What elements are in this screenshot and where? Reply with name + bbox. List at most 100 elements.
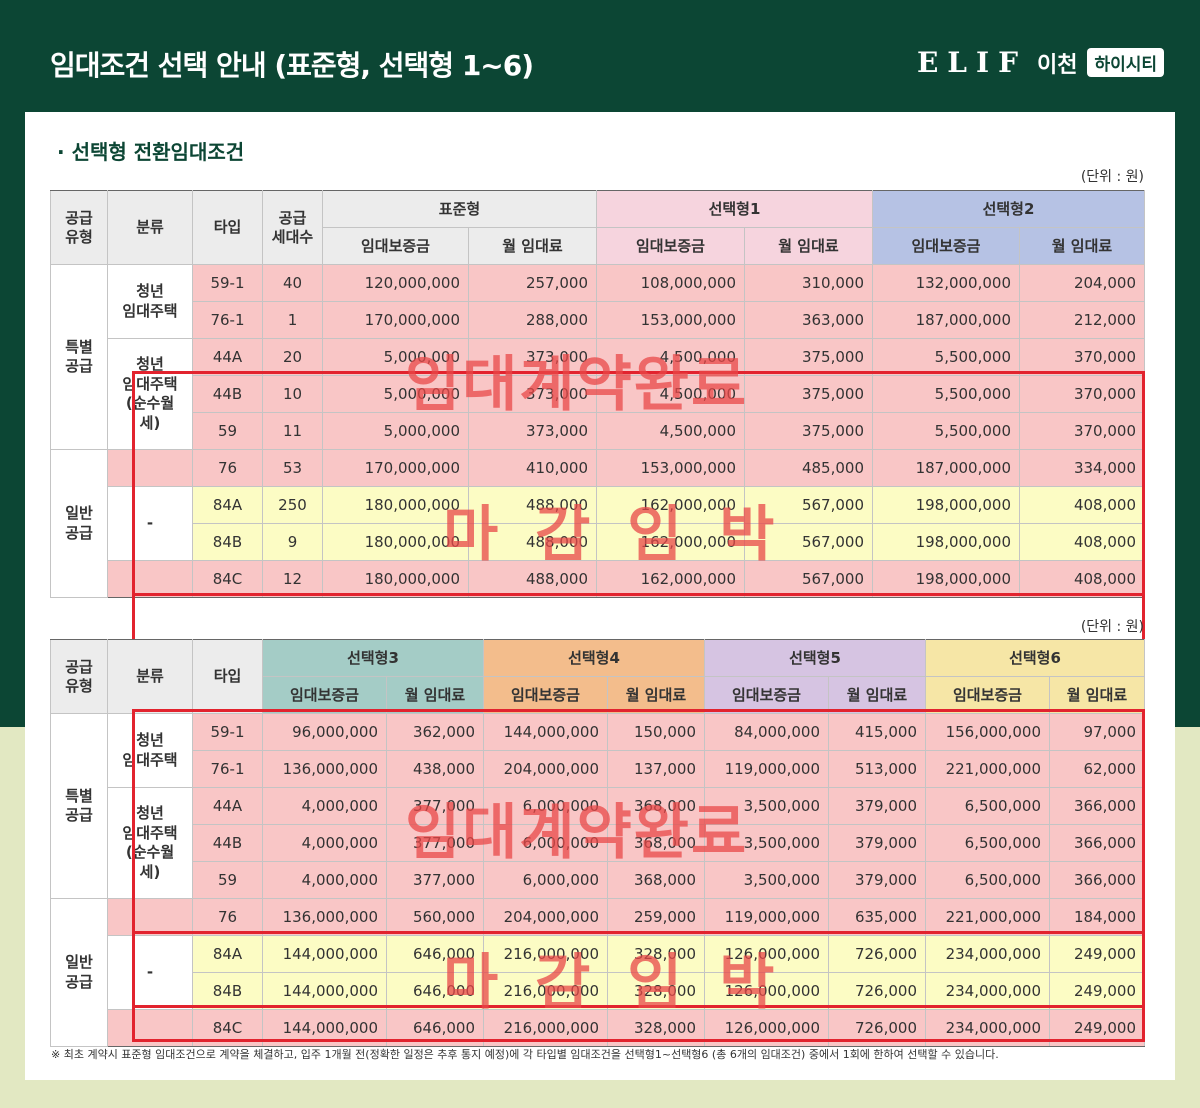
value-cell: 370,000 xyxy=(1019,375,1145,413)
households-cell: 10 xyxy=(262,375,323,413)
value-cell: 375,000 xyxy=(744,412,873,450)
value-cell: 375,000 xyxy=(744,375,873,413)
header-deposit: 임대보증금 xyxy=(704,676,829,714)
rent-table-2: 공급 유형 분류 타입 선택형3 선택형4 선택형5 선택형6 임대보증금 월 … xyxy=(50,639,1145,1047)
value-cell: 184,000 xyxy=(1049,898,1145,936)
type-cell: 84C xyxy=(192,560,263,598)
rent-table-1: 공급 유형 분류 타입 공급 세대수 표준형 선택형1 선택형2 임대보증금 월… xyxy=(50,190,1145,598)
value-cell: 438,000 xyxy=(386,750,484,788)
value-cell: 216,000,000 xyxy=(483,935,608,973)
content-panel: · 선택형 전환임대조건 (단위 : 원) 공급 유형 분류 타입 공급 세대수… xyxy=(25,112,1175,1080)
value-cell: 221,000,000 xyxy=(925,898,1050,936)
value-cell: 485,000 xyxy=(744,449,873,487)
value-cell: 162,000,000 xyxy=(596,560,745,598)
value-cell: 6,000,000 xyxy=(483,824,608,862)
value-cell: 126,000,000 xyxy=(704,1009,829,1047)
table-row: 84C 12 180,000,000 488,000 162,000,000 567,00… xyxy=(51,560,1145,598)
value-cell: 170,000,000 xyxy=(322,301,469,339)
value-cell: 153,000,000 xyxy=(596,449,745,487)
value-cell: 328,000 xyxy=(607,1009,705,1047)
supply-type-general: 일반 공급 xyxy=(50,449,108,598)
value-cell: 513,000 xyxy=(828,750,926,788)
value-cell: 4,500,000 xyxy=(596,338,745,376)
category-blank xyxy=(107,898,193,936)
value-cell: 4,500,000 xyxy=(596,375,745,413)
type-cell: 44A xyxy=(192,787,263,825)
value-cell: 646,000 xyxy=(386,935,484,973)
type-cell: 84C xyxy=(192,1009,263,1047)
value-cell: 379,000 xyxy=(828,787,926,825)
header-rent: 월 임대료 xyxy=(468,227,597,265)
value-cell: 379,000 xyxy=(828,861,926,899)
table-row: 일반 공급 76 53 170,000,000 410,000 153,000,000 48… xyxy=(50,449,1145,598)
value-cell: 136,000,000 xyxy=(262,750,387,788)
value-cell: 415,000 xyxy=(828,713,926,751)
value-cell: 221,000,000 xyxy=(925,750,1050,788)
value-cell: 362,000 xyxy=(386,713,484,751)
value-cell: 567,000 xyxy=(744,560,873,598)
section-title: · 선택형 전환임대조건 xyxy=(57,136,244,165)
header-type: 타입 xyxy=(192,639,263,714)
category-youth: 청년 임대주택 xyxy=(107,264,193,339)
value-cell: 370,000 xyxy=(1019,338,1145,376)
value-cell: 62,000 xyxy=(1049,750,1145,788)
header-option1: 선택형1 xyxy=(596,190,873,228)
category-youth: 청년 임대주택 xyxy=(107,713,193,788)
type-cell: 84A xyxy=(192,486,263,524)
header-deposit: 임대보증금 xyxy=(262,676,387,714)
value-cell: 97,000 xyxy=(1049,713,1145,751)
households-cell: 1 xyxy=(262,301,323,339)
page-title: 임대조건 선택 안내 (표준형, 선택형 1~6) xyxy=(50,49,534,82)
value-cell: 108,000,000 xyxy=(596,264,745,302)
value-cell: 198,000,000 xyxy=(872,486,1020,524)
value-cell: 408,000 xyxy=(1019,486,1145,524)
value-cell: 6,500,000 xyxy=(925,861,1050,899)
value-cell: 234,000,000 xyxy=(925,972,1050,1010)
value-cell: 488,000 xyxy=(468,523,597,561)
households-cell: 250 xyxy=(262,486,323,524)
value-cell: 137,000 xyxy=(607,750,705,788)
value-cell: 377,000 xyxy=(386,824,484,862)
supply-type-special: 특별 공급 xyxy=(50,264,108,450)
value-cell: 5,000,000 xyxy=(322,412,469,450)
value-cell: 363,000 xyxy=(744,301,873,339)
value-cell: 96,000,000 xyxy=(262,713,387,751)
value-cell: 6,500,000 xyxy=(925,787,1050,825)
category-dash: - xyxy=(107,935,193,1010)
type-cell: 76 xyxy=(192,449,263,487)
brand-logo: ELIF 이천 하이시티 xyxy=(917,46,1164,79)
value-cell: 136,000,000 xyxy=(262,898,387,936)
table-row: 일반 공급 76 136,000,000 560,000 204,000,000 259,… xyxy=(50,898,1145,1047)
type-cell: 59 xyxy=(192,861,263,899)
type-cell: 59 xyxy=(192,412,263,450)
value-cell: 4,000,000 xyxy=(262,861,387,899)
value-cell: 259,000 xyxy=(607,898,705,936)
value-cell: 119,000,000 xyxy=(704,898,829,936)
brand-city: 이천 xyxy=(1036,52,1078,78)
value-cell: 368,000 xyxy=(607,787,705,825)
type-cell: 44B xyxy=(192,375,263,413)
value-cell: 408,000 xyxy=(1019,523,1145,561)
value-cell: 5,000,000 xyxy=(322,375,469,413)
brand-name-badge: 하이시티 xyxy=(1087,48,1164,77)
value-cell: 4,000,000 xyxy=(262,787,387,825)
header-category: 분류 xyxy=(107,639,193,714)
value-cell: 373,000 xyxy=(468,375,597,413)
header-option6: 선택형6 xyxy=(925,639,1145,677)
value-cell: 132,000,000 xyxy=(872,264,1020,302)
section-title-text: 선택형 전환임대조건 xyxy=(71,140,245,164)
value-cell: 375,000 xyxy=(744,338,873,376)
value-cell: 288,000 xyxy=(468,301,597,339)
type-cell: 84A xyxy=(192,935,263,973)
unit-label-1: (단위 : 원) xyxy=(1080,169,1144,185)
value-cell: 366,000 xyxy=(1049,787,1145,825)
households-cell: 12 xyxy=(262,560,323,598)
value-cell: 3,500,000 xyxy=(704,824,829,862)
value-cell: 162,000,000 xyxy=(596,523,745,561)
value-cell: 153,000,000 xyxy=(596,301,745,339)
table-row: 84B 144,000,000 646,000 216,000,000 328,000 1… xyxy=(51,972,1145,1010)
value-cell: 5,500,000 xyxy=(872,412,1020,450)
value-cell: 377,000 xyxy=(386,861,484,899)
value-cell: 170,000,000 xyxy=(322,449,469,487)
table-row: 59 11 5,000,000 373,000 4,500,000 375,000 5,50… xyxy=(51,412,1145,450)
